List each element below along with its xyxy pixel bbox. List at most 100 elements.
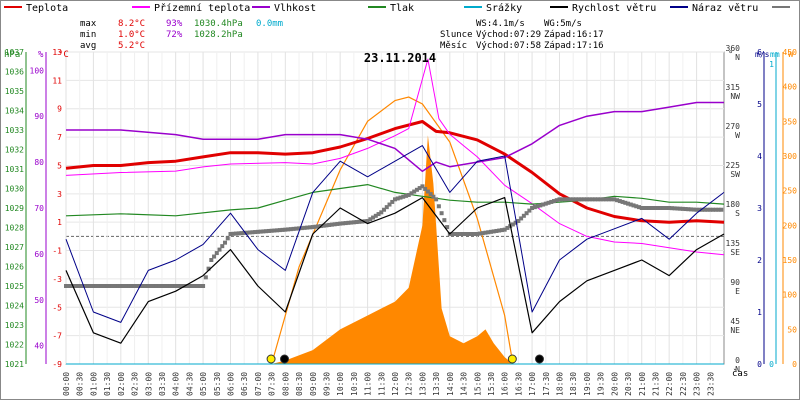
wind-direction-point: [329, 222, 334, 227]
wind-direction-point: [283, 227, 288, 232]
wind-direction-point: [94, 284, 99, 288]
wind-direction-point: [140, 284, 145, 288]
wind-direction-point: [667, 206, 672, 210]
axis-pressure-tick: 1022: [5, 341, 24, 350]
wind-direction-point: [428, 192, 433, 197]
wind-direction-point: [362, 219, 367, 224]
wind-direction-point: [184, 284, 189, 288]
wind-direction-point: [201, 284, 206, 288]
wind-direction-point: [598, 197, 603, 202]
axis-x-tick: 22:00: [665, 372, 674, 396]
axis-x-tick: 10:00: [336, 372, 345, 396]
wind-direction-point: [423, 186, 428, 191]
axis-pressure-tick: 1025: [5, 282, 24, 291]
wind-direction-point: [401, 194, 406, 199]
axis-x-tick: 14:30: [460, 372, 469, 396]
axis-wind-unit: m/s: [755, 50, 770, 59]
axis-x-tick: 22:30: [679, 372, 688, 396]
stats-max-rain: 0.0mm: [256, 19, 283, 29]
axis-temperature-tick: -9: [52, 360, 62, 369]
wind-direction-point: [532, 205, 537, 210]
axis-wind-tick: 4: [757, 152, 762, 161]
wind-direction-point: [77, 284, 82, 288]
wind-direction-point: [658, 206, 663, 210]
axis-x-tick: 06:30: [240, 372, 249, 396]
legend-srazky: Srážky: [486, 2, 522, 14]
wind-direction-point: [453, 232, 458, 236]
moon-rise: Východ:07:58: [476, 41, 541, 51]
wind-direction-point: [266, 228, 271, 233]
axis-rain-unit: mm: [770, 50, 780, 59]
axis-x-tick: 19:00: [583, 372, 592, 396]
wind-direction-point: [510, 222, 515, 227]
axis-wind-tick: 2: [757, 256, 762, 265]
wind-direction-point: [264, 229, 269, 234]
wind-direction-point: [409, 191, 414, 196]
axis-pressure-tick: 1029: [5, 204, 24, 213]
wind-direction-point: [686, 207, 691, 212]
wind-direction-point: [626, 201, 631, 206]
wind-direction-point: [524, 211, 529, 216]
axis-x-tick: 21:30: [651, 372, 660, 396]
wind-direction-point: [713, 207, 718, 212]
wind-direction-point: [151, 284, 156, 288]
wind-direction-point: [708, 207, 713, 212]
axis-x-tick: 20:30: [624, 372, 633, 396]
wind-direction-point: [557, 197, 562, 202]
axis-solar-tick: 100: [783, 291, 798, 300]
wind-direction-point: [521, 213, 526, 218]
wind-direction-point: [458, 232, 463, 236]
wind-direction-point: [294, 226, 299, 231]
wind-direction-point: [83, 284, 88, 288]
axis-x-tick: 21:00: [638, 372, 647, 396]
wind-direction-point: [225, 236, 230, 241]
legend-teplota: Teplota: [26, 3, 68, 14]
wind-direction-point: [656, 206, 661, 210]
axis-solar-tick: 400: [783, 83, 798, 92]
wind-direction-point: [107, 284, 112, 288]
plot-area: [64, 51, 725, 365]
wind-direction-point: [650, 206, 655, 210]
wind-direction-point: [683, 207, 688, 212]
wind-direction-point: [587, 197, 592, 202]
axis-x-tick: 13:30: [432, 372, 441, 396]
wind-direction-point: [357, 219, 362, 224]
axis-humidity-tick: 90: [34, 112, 44, 121]
wind-direction-point: [124, 284, 129, 288]
wind-direction-point: [253, 230, 258, 235]
axis-x-tick: 02:00: [117, 372, 126, 396]
axis-x-tick: 12:30: [405, 372, 414, 396]
axis-x-tick: 06:00: [227, 372, 236, 396]
wind-direction-point: [494, 228, 499, 233]
wind-direction-point: [653, 206, 658, 210]
wind-direction-point: [349, 220, 354, 225]
wind-direction-point: [277, 228, 282, 233]
wind-direction-point: [261, 229, 266, 234]
wind-direction-point: [162, 284, 167, 288]
wind-direction-point: [272, 228, 277, 233]
wind-direction-point: [499, 228, 504, 233]
wind-direction-point: [324, 223, 329, 228]
wind-direction-point: [689, 207, 694, 212]
wind-direction-point: [702, 207, 707, 212]
wind-direction-point: [483, 230, 488, 235]
axis-x-tick: 00:30: [76, 372, 85, 396]
wind-direction-point: [417, 186, 422, 191]
wind-direction-point: [302, 225, 307, 230]
axis-solar-tick: 200: [783, 221, 798, 230]
wind-direction-point: [576, 197, 581, 202]
wind-direction-point: [154, 284, 159, 288]
wind-direction-point: [628, 202, 633, 207]
axis-x-tick: 01:30: [103, 372, 112, 396]
axis-humidity-tick: 80: [34, 158, 44, 167]
wind-direction-point: [491, 229, 496, 234]
axis-x-tick: 08:30: [295, 372, 304, 396]
wind-direction-point: [384, 205, 389, 210]
stats-min-hum: 72%: [166, 30, 183, 40]
axis-direction-tick: 45: [730, 317, 740, 326]
axis-direction-label: SW: [730, 170, 740, 179]
wind-direction-point: [321, 223, 326, 228]
axis-direction-label: N: [735, 53, 740, 62]
wind-direction-point: [606, 197, 611, 202]
